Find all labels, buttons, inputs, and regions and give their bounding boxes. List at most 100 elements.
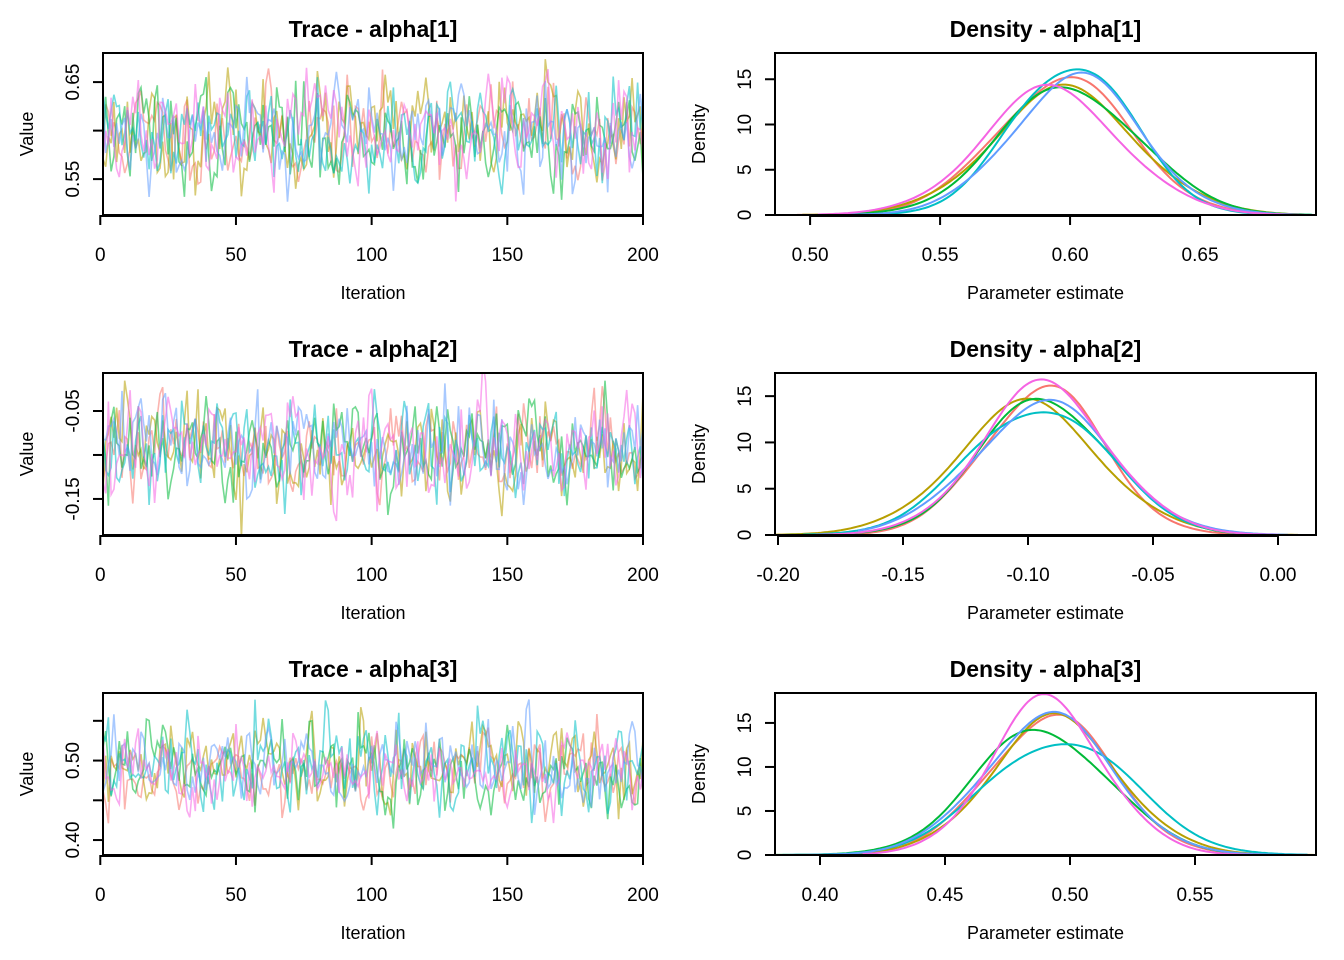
- y-tick-label: 5: [735, 483, 756, 494]
- x-tick-label: 50: [225, 245, 246, 266]
- panel-title: Trace - alpha[3]: [289, 656, 458, 682]
- panel-title: Trace - alpha[1]: [289, 16, 458, 42]
- plot-frame: [774, 372, 1317, 536]
- x-tick-label: 100: [356, 245, 388, 266]
- panel-title: Density - alpha[3]: [950, 656, 1142, 682]
- panel-trace-3: Trace - alpha[3] 0 50 100 150 200 0.40 0.50 Iter…: [17, 656, 659, 943]
- x-tick-label: -0.20: [756, 565, 799, 586]
- y-axis-label: Density: [689, 424, 709, 484]
- density-line-chain-3: [775, 728, 1271, 855]
- density-line-chain-1: [820, 713, 1271, 855]
- x-tick-label: -0.15: [881, 565, 924, 586]
- y-tick-label: 15: [735, 386, 756, 407]
- plot-area: [775, 68, 1316, 215]
- trace-line-chain-6: [103, 67, 643, 202]
- y-axis-label: Value: [17, 752, 37, 797]
- y-tick-label: 5: [735, 806, 756, 817]
- x-tick-label: 0.50: [792, 245, 829, 266]
- y-tick-label: 0.50: [63, 742, 84, 779]
- y-tick-label: 5: [735, 164, 756, 175]
- trace-line-chain-3: [103, 76, 643, 200]
- x-tick-label: 150: [491, 245, 523, 266]
- panel-density-1: Density - alpha[1] 0.50 0.55 0.60 0.65 0 5 10 15…: [689, 16, 1317, 303]
- panel-title: Trace - alpha[2]: [289, 336, 458, 362]
- panel-density-2: Density - alpha[2] -0.20 -0.15 -0.10 -0.05 0.…: [689, 336, 1317, 623]
- density-line-chain-2: [775, 397, 1298, 535]
- trace-line-chain-4: [103, 699, 643, 824]
- y-tick-label: 0.65: [63, 64, 84, 101]
- x-tick-label: 50: [225, 565, 246, 586]
- y-axis-label: Value: [17, 112, 37, 157]
- y-tick-label: -0.15: [63, 477, 84, 520]
- plot-area: [103, 59, 643, 202]
- density-line-chain-4: [823, 68, 1316, 215]
- x-tick-label: 0: [95, 885, 106, 906]
- x-axis-label: Iteration: [340, 603, 405, 623]
- density-line-chain-5: [823, 71, 1304, 215]
- density-line-chain-3: [823, 86, 1312, 215]
- y-tick-label: -0.05: [63, 389, 84, 432]
- density-line-chain-1: [778, 384, 1271, 535]
- y-tick-label: 0: [735, 210, 756, 221]
- y-tick-label: 15: [735, 69, 756, 90]
- y-tick-label: 10: [735, 756, 756, 777]
- x-tick-label: 0.50: [1052, 885, 1089, 906]
- y-tick-label: 0: [735, 850, 756, 861]
- panel-trace-2: Trace - alpha[2] 0 50 100 150 200 -0.15 -0.05 It…: [17, 336, 659, 623]
- x-tick-label: 0.45: [927, 885, 964, 906]
- density-line-chain-6: [815, 378, 1279, 535]
- density-line-chain-5: [790, 710, 1315, 855]
- plot-area: [103, 373, 643, 535]
- x-tick-label: 200: [627, 245, 659, 266]
- density-line-chain-6: [862, 693, 1270, 855]
- plot-frame: [774, 52, 1317, 216]
- panel-trace-1: Trace - alpha[1] 0 50 100 150 200 0.55 0.65 Iter…: [17, 16, 659, 303]
- x-tick-label: 0.55: [922, 245, 959, 266]
- plot-area: [775, 378, 1316, 535]
- y-tick-label: 10: [735, 432, 756, 453]
- y-tick-label: 15: [735, 712, 756, 733]
- x-axis-label: Iteration: [340, 283, 405, 303]
- x-tick-label: 100: [356, 565, 388, 586]
- x-tick-label: 0.65: [1182, 245, 1219, 266]
- density-line-chain-2: [802, 83, 1305, 215]
- x-axis-label: Parameter estimate: [967, 603, 1124, 623]
- x-axis-label: Iteration: [340, 923, 405, 943]
- y-axis-label: Density: [689, 744, 709, 804]
- x-axis-label: Parameter estimate: [967, 923, 1124, 943]
- trace-line-chain-6: [103, 723, 643, 824]
- y-tick-label: 10: [735, 114, 756, 135]
- y-axis-label: Density: [689, 104, 709, 164]
- x-axis-label: Parameter estimate: [967, 283, 1124, 303]
- y-tick-label: 0: [735, 530, 756, 541]
- x-tick-label: 0.00: [1260, 565, 1297, 586]
- panel-title: Density - alpha[2]: [950, 336, 1142, 362]
- x-tick-label: 100: [356, 885, 388, 906]
- y-tick-label: 0.55: [63, 161, 84, 198]
- panel-title: Density - alpha[1]: [950, 16, 1142, 42]
- x-tick-label: 150: [491, 885, 523, 906]
- x-tick-label: 50: [225, 885, 246, 906]
- x-tick-label: 0.55: [1177, 885, 1214, 906]
- x-tick-label: 0: [95, 245, 106, 266]
- density-line-chain-4: [782, 743, 1308, 855]
- x-tick-label: 0: [95, 565, 106, 586]
- density-line-chain-5: [857, 398, 1288, 535]
- plot-area: [103, 699, 643, 829]
- plot-area: [775, 693, 1316, 855]
- x-tick-label: 150: [491, 565, 523, 586]
- x-tick-label: 0.40: [802, 885, 839, 906]
- x-tick-label: -0.05: [1131, 565, 1174, 586]
- x-tick-label: 200: [627, 565, 659, 586]
- density-line-chain-2: [782, 712, 1316, 855]
- x-tick-label: 0.60: [1052, 245, 1089, 266]
- x-tick-label: 200: [627, 885, 659, 906]
- density-line-chain-3: [775, 397, 1266, 535]
- density-line-chain-6: [817, 83, 1299, 215]
- panel-density-3: Density - alpha[3] 0.40 0.45 0.50 0.55 0 5 10 15…: [689, 656, 1317, 943]
- trace-line-chain-5: [103, 699, 643, 815]
- x-tick-label: -0.10: [1006, 565, 1049, 586]
- y-axis-label: Value: [17, 432, 37, 477]
- y-tick-label: 0.40: [63, 822, 84, 859]
